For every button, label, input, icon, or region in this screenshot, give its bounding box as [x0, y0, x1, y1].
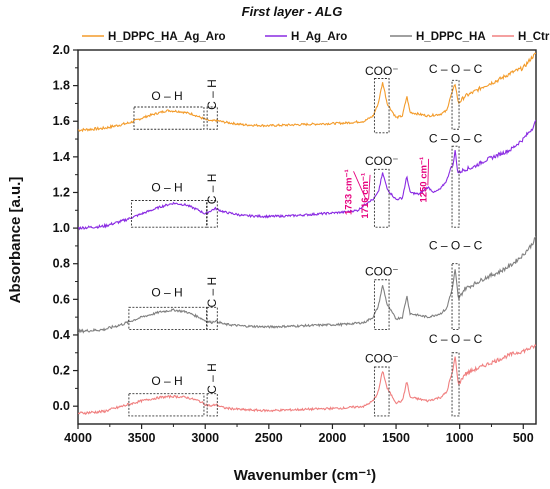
wavenumber-leader [368, 174, 371, 200]
band-label: C – O – C [429, 238, 483, 252]
band-label: COO⁻ [365, 264, 399, 278]
wavenumber-label: 1733 cm⁻¹ [344, 169, 355, 215]
band-box [128, 393, 205, 417]
band-box [206, 200, 218, 228]
legend: H_DPPC_HA_Ag_Aro H_Ag_Aro H_DPPC_HA H_Ctrl [82, 31, 550, 43]
x-tick-label: 500 [513, 431, 534, 445]
x-tick-label: 2000 [319, 431, 347, 445]
y-tick-label: 1.4 [53, 150, 70, 164]
band-label: C – O – C [429, 332, 483, 346]
y-tick-label: 0.0 [53, 399, 70, 413]
band-box [128, 306, 207, 331]
legend-label-0: H_DPPC_HA_Ag_Aro [108, 31, 226, 43]
y-tick-label: 2.0 [53, 43, 70, 57]
band-label: C – O – C [429, 132, 483, 146]
band-label: C – O – C [429, 62, 483, 76]
x-tick-label: 1000 [446, 431, 474, 445]
band-label: C – H [205, 79, 219, 110]
wavenumber-label: 1250 cm⁻¹ [419, 157, 430, 203]
wavenumber-label: 1716 cm⁻¹ [360, 173, 371, 219]
y-tick-label: 1.8 [53, 79, 70, 93]
x-tick-label: 3500 [128, 431, 156, 445]
legend-label-2: H_DPPC_HA [416, 31, 486, 43]
band-box [451, 352, 460, 417]
band-box [206, 106, 218, 130]
band-label: COO⁻ [365, 64, 399, 78]
band-label: O – H [151, 286, 182, 300]
y-tick-label: 0.2 [53, 364, 70, 378]
band-box [206, 306, 218, 331]
band-box [373, 279, 390, 331]
band-box [206, 393, 218, 417]
x-tick-label: 4000 [64, 431, 92, 445]
legend-label-3: H_Ctrl [518, 31, 550, 43]
band-label: O – H [151, 181, 182, 195]
legend-label-1: H_Ag_Aro [291, 31, 347, 43]
x-tick-label: 2500 [255, 431, 283, 445]
band-box [451, 263, 460, 331]
band-label: O – H [151, 89, 182, 103]
y-tick-label: 0.8 [53, 257, 70, 271]
wavenumber-leader [427, 158, 430, 186]
y-tick-label: 1.6 [53, 114, 70, 128]
series-line-2 [78, 236, 536, 334]
band-box [451, 145, 460, 228]
band-label: C – H [205, 277, 219, 308]
band-label: C – H [205, 174, 219, 205]
plot-area: 4000 3500 3000 2500 2000 1500 1000 500 0.0 0.2 0.4… [53, 43, 537, 445]
y-tick-label: 1.2 [53, 185, 70, 199]
series-line-3 [78, 343, 536, 416]
plot-frame [77, 49, 537, 425]
band-box [373, 168, 390, 228]
chart-title: First layer - ALG [242, 4, 343, 19]
band-label: O – H [151, 374, 182, 388]
band-box [133, 106, 205, 130]
x-tick-label: 1500 [382, 431, 410, 445]
series-line-1 [78, 119, 536, 231]
band-box [373, 366, 390, 417]
band-label: C – H [205, 363, 219, 394]
series-line-0 [78, 52, 536, 133]
x-tick-label: 3000 [191, 431, 219, 445]
y-axis-title: Absorbance [a.u.] [7, 177, 24, 304]
band-box [130, 200, 207, 228]
y-tick-label: 0.4 [53, 328, 70, 342]
band-box [373, 78, 390, 134]
x-axis-title: Wavenumber (cm⁻¹) [234, 467, 376, 484]
y-tick-label: 0.6 [53, 292, 70, 306]
band-label: COO⁻ [365, 352, 399, 366]
wavenumber-leader [353, 171, 367, 201]
y-tick-label: 1.0 [53, 221, 70, 235]
band-label: COO⁻ [365, 154, 399, 168]
